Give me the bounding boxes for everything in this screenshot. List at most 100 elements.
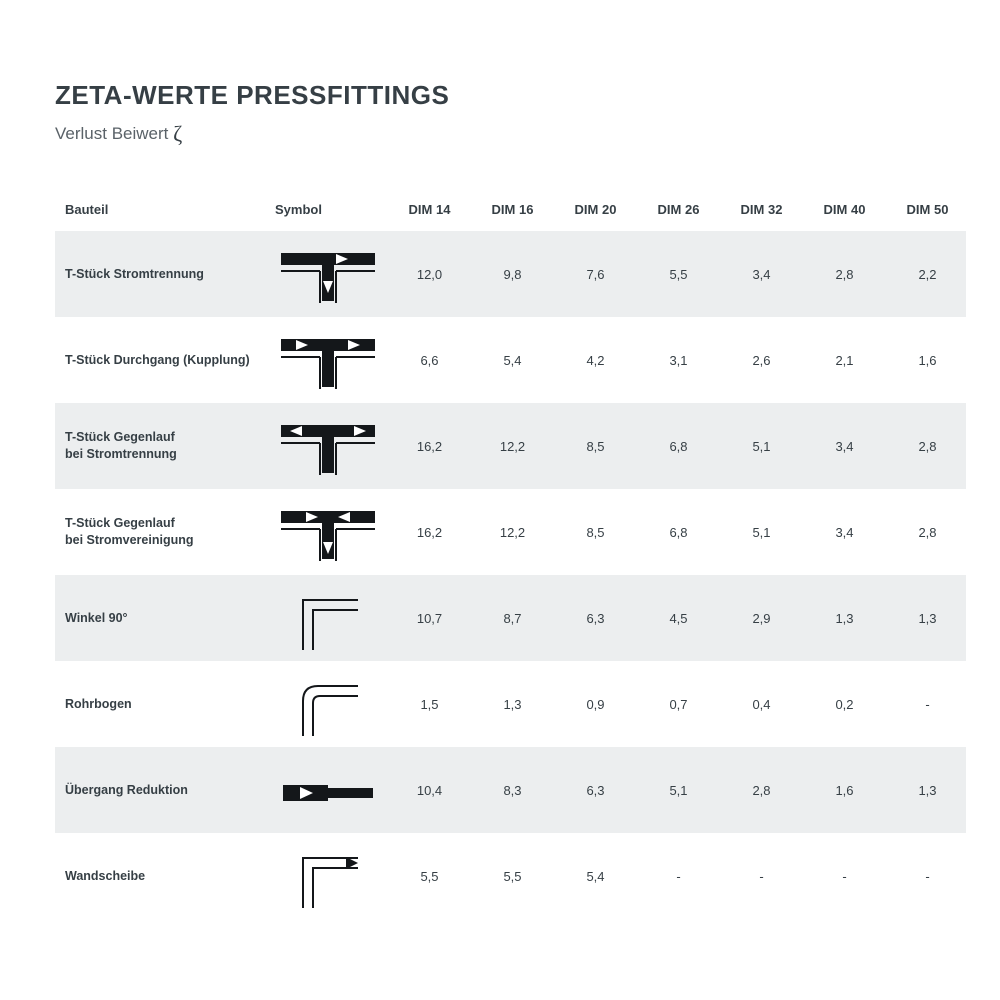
cell-value: 6,3	[551, 575, 634, 661]
cell-value: -	[634, 833, 717, 919]
page-title: ZETA-WERTE PRESSFITTINGS	[55, 80, 960, 111]
cell-value: -	[800, 833, 883, 919]
cell-value: 12,0	[385, 231, 468, 317]
cell-value: 16,2	[385, 489, 468, 575]
zeta-symbol: ζ	[173, 121, 182, 146]
cell-value: 2,8	[883, 403, 966, 489]
cell-value: 8,7	[468, 575, 551, 661]
row-name: T-Stück Durchgang (Kupplung)	[55, 317, 265, 403]
page: ZETA-WERTE PRESSFITTINGS Verlust Beiwert…	[0, 0, 1000, 1000]
cell-value: 3,4	[800, 489, 883, 575]
cell-value: 10,4	[385, 747, 468, 833]
cell-value: 8,3	[468, 747, 551, 833]
col-dim-20: DIM 20	[551, 192, 634, 231]
cell-value: 5,1	[634, 747, 717, 833]
col-dim-32: DIM 32	[717, 192, 800, 231]
cell-value: 1,6	[883, 317, 966, 403]
row-symbol	[265, 403, 385, 489]
cell-value: 6,6	[385, 317, 468, 403]
bend-icon	[278, 671, 378, 741]
tee_counter_merge-icon	[278, 499, 378, 569]
cell-value: 0,7	[634, 661, 717, 747]
row-name: T-Stück Stromtrennung	[55, 231, 265, 317]
cell-value: 0,9	[551, 661, 634, 747]
col-dim-14: DIM 14	[385, 192, 468, 231]
tee_split-icon	[278, 241, 378, 311]
row-symbol	[265, 833, 385, 919]
cell-value: 9,8	[468, 231, 551, 317]
cell-value: 7,6	[551, 231, 634, 317]
cell-value: 1,3	[468, 661, 551, 747]
cell-value: 4,5	[634, 575, 717, 661]
cell-value: 8,5	[551, 403, 634, 489]
table-row: Rohrbogen1,51,30,90,70,40,2-	[55, 661, 966, 747]
cell-value: 5,4	[551, 833, 634, 919]
cell-value: 12,2	[468, 489, 551, 575]
col-bauteil: Bauteil	[55, 192, 265, 231]
subtitle-prefix: Verlust Beiwert	[55, 124, 173, 143]
col-dim-26: DIM 26	[634, 192, 717, 231]
col-dim-40: DIM 40	[800, 192, 883, 231]
cell-value: 1,3	[883, 747, 966, 833]
cell-value: 1,3	[800, 575, 883, 661]
tee_through-icon	[278, 327, 378, 397]
tee_counter_split-icon	[278, 413, 378, 483]
cell-value: 2,8	[717, 747, 800, 833]
cell-value: 3,1	[634, 317, 717, 403]
table-row: T-Stück Gegenlaufbei Stromtrennung 16,212…	[55, 403, 966, 489]
cell-value: -	[717, 833, 800, 919]
page-subtitle: Verlust Beiwert ζ	[55, 121, 960, 147]
cell-value: 6,3	[551, 747, 634, 833]
cell-value: 5,5	[385, 833, 468, 919]
row-symbol	[265, 661, 385, 747]
col-symbol: Symbol	[265, 192, 385, 231]
row-name: Wandscheibe	[55, 833, 265, 919]
cell-value: 2,9	[717, 575, 800, 661]
row-symbol	[265, 231, 385, 317]
row-symbol	[265, 575, 385, 661]
cell-value: 3,4	[717, 231, 800, 317]
cell-value: 12,2	[468, 403, 551, 489]
elbow90-icon	[278, 585, 378, 655]
cell-value: 5,4	[468, 317, 551, 403]
table-body: T-Stück Stromtrennung12,09,87,65,53,42,8…	[55, 231, 966, 919]
cell-value: 1,3	[883, 575, 966, 661]
cell-value: 8,5	[551, 489, 634, 575]
cell-value: 6,8	[634, 489, 717, 575]
cell-value: 5,5	[634, 231, 717, 317]
cell-value: 0,4	[717, 661, 800, 747]
cell-value: 10,7	[385, 575, 468, 661]
row-name: T-Stück Gegenlaufbei Stromtrennung	[55, 403, 265, 489]
cell-value: 2,8	[800, 231, 883, 317]
cell-value: -	[883, 833, 966, 919]
table-row: T-Stück Gegenlaufbei Stromvereinigung 16,…	[55, 489, 966, 575]
cell-value: 5,5	[468, 833, 551, 919]
col-dim-50: DIM 50	[883, 192, 966, 231]
cell-value: 2,8	[883, 489, 966, 575]
row-name: Winkel 90°	[55, 575, 265, 661]
row-symbol	[265, 747, 385, 833]
row-name: T-Stück Gegenlaufbei Stromvereinigung	[55, 489, 265, 575]
cell-value: 16,2	[385, 403, 468, 489]
cell-value: 2,2	[883, 231, 966, 317]
table-row: Wandscheibe5,55,55,4----	[55, 833, 966, 919]
cell-value: 6,8	[634, 403, 717, 489]
cell-value: -	[883, 661, 966, 747]
row-name: Rohrbogen	[55, 661, 265, 747]
row-symbol	[265, 489, 385, 575]
row-symbol	[265, 317, 385, 403]
cell-value: 4,2	[551, 317, 634, 403]
reducer-icon	[278, 757, 378, 827]
col-dim-16: DIM 16	[468, 192, 551, 231]
cell-value: 2,6	[717, 317, 800, 403]
cell-value: 3,4	[800, 403, 883, 489]
table-row: T-Stück Stromtrennung 12,09,87,65,53,42,8…	[55, 231, 966, 317]
row-name: Übergang Reduktion	[55, 747, 265, 833]
cell-value: 1,6	[800, 747, 883, 833]
table-row: T-Stück Durchgang (Kupplung) 6,65,44,23,1…	[55, 317, 966, 403]
cell-value: 0,2	[800, 661, 883, 747]
table-row: Winkel 90°10,78,76,34,52,91,31,3	[55, 575, 966, 661]
wallplate-icon	[278, 843, 378, 913]
cell-value: 2,1	[800, 317, 883, 403]
zeta-table: Bauteil Symbol DIM 14 DIM 16 DIM 20 DIM …	[55, 192, 966, 919]
